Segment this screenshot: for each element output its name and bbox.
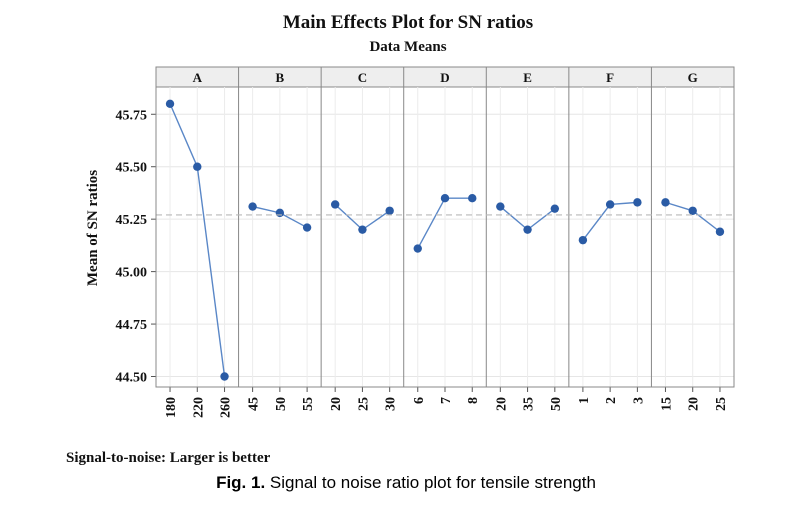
data-point (688, 206, 697, 215)
y-axis-label: Mean of SN ratios (85, 170, 101, 286)
x-tick-label: 220 (191, 397, 206, 418)
x-tick-label: 7 (439, 397, 454, 404)
data-point (496, 202, 505, 211)
data-point (633, 198, 642, 207)
data-point (330, 200, 340, 209)
data-point (248, 202, 257, 211)
x-tick-label: 180 (164, 397, 179, 418)
x-tick-label: 50 (274, 397, 289, 411)
panel-label: G (688, 70, 698, 85)
panel-label: E (523, 70, 532, 85)
data-point (165, 99, 175, 108)
x-tick-label: 3 (631, 397, 646, 404)
x-tick-label: 2 (604, 397, 619, 404)
y-tick-label: 45.75 (116, 108, 148, 123)
plot-frame (155, 66, 735, 388)
x-tick-label: 55 (301, 397, 316, 411)
data-point (468, 193, 477, 203)
x-tick-label: 8 (466, 397, 481, 404)
y-tick-label: 44.50 (116, 371, 148, 386)
x-tick-label: 25 (714, 397, 729, 411)
caption-label: Fig. 1. (216, 473, 265, 492)
data-point (578, 235, 588, 245)
footnote: Signal-to-noise: Larger is better (66, 450, 271, 466)
data-point (413, 244, 422, 253)
x-tick-label: 260 (219, 397, 234, 418)
y-tick-label: 45.50 (116, 161, 148, 176)
data-point (715, 227, 725, 236)
y-tick-label: 45.00 (116, 266, 148, 281)
x-tick-label: 50 (549, 397, 564, 411)
x-tick-label: 20 (494, 397, 509, 411)
data-point (605, 200, 615, 209)
x-tick-label: 20 (329, 397, 344, 411)
panel-label: B (276, 70, 285, 85)
data-point (523, 225, 532, 234)
x-tick-label: 35 (522, 397, 537, 411)
x-tick-label: 1 (577, 397, 592, 404)
x-tick-label: 6 (412, 397, 427, 404)
x-tick-label: 20 (687, 397, 702, 411)
panel-label: C (358, 70, 367, 85)
data-point (440, 193, 450, 203)
chart-subtitle: Data Means (369, 39, 446, 55)
data-point (302, 223, 312, 232)
data-point (661, 198, 670, 207)
caption-text: Signal to noise ratio plot for tensile s… (265, 473, 596, 492)
panel-label: F (606, 70, 614, 85)
data-point (220, 372, 229, 381)
figure-caption: Fig. 1. Signal to noise ratio plot for t… (216, 473, 596, 492)
chart-title: Main Effects Plot for SN ratios (283, 12, 533, 33)
data-point (275, 208, 285, 218)
x-tick-label: 45 (247, 397, 262, 411)
data-point (358, 225, 367, 234)
data-point (193, 162, 202, 171)
x-tick-label: 25 (356, 397, 371, 411)
data-point (550, 204, 560, 213)
y-tick-label: 44.75 (116, 318, 148, 333)
panel-label: A (193, 70, 203, 85)
y-tick-label: 45.25 (116, 213, 148, 228)
x-tick-label: 30 (384, 397, 399, 411)
x-tick-label: 15 (659, 397, 674, 411)
panel-label: D (440, 70, 449, 85)
data-point (385, 206, 394, 215)
